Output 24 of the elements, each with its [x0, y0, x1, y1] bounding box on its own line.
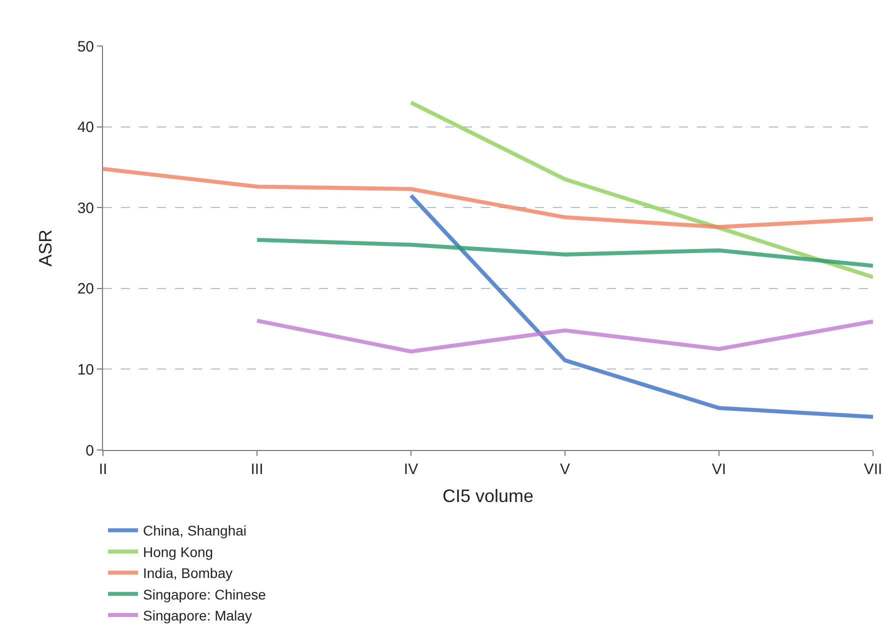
- x-axis-title: CI5 volume: [442, 486, 534, 506]
- y-tick-label: 10: [77, 361, 94, 378]
- y-tick-label: 0: [86, 442, 94, 460]
- legend-label: Singapore: Chinese: [143, 586, 266, 602]
- y-tick-label: 30: [77, 200, 94, 217]
- y-tick-label: 40: [77, 119, 94, 136]
- x-tick-label: VII: [864, 461, 882, 478]
- x-tick-label: II: [98, 461, 108, 478]
- y-tick-label: 50: [77, 38, 94, 56]
- line-series: [409, 193, 873, 419]
- line-series: [103, 166, 873, 229]
- x-tick-label: IV: [404, 461, 418, 478]
- line-series: [409, 100, 873, 280]
- legend-label: China, Shanghai: [143, 522, 247, 539]
- legend-label: Hong Kong: [143, 544, 214, 560]
- x-tick-label: V: [560, 461, 570, 478]
- x-tick-label: VI: [712, 461, 726, 478]
- legend-label: Singapore: Malay: [143, 608, 252, 624]
- x-tick-label: III: [250, 461, 264, 478]
- legend-label: India, Bombay: [143, 565, 232, 582]
- line-series: [255, 318, 873, 354]
- y-axis-title: ASR: [36, 229, 56, 267]
- line-series: [255, 238, 873, 268]
- y-tick-label: 20: [77, 280, 94, 298]
